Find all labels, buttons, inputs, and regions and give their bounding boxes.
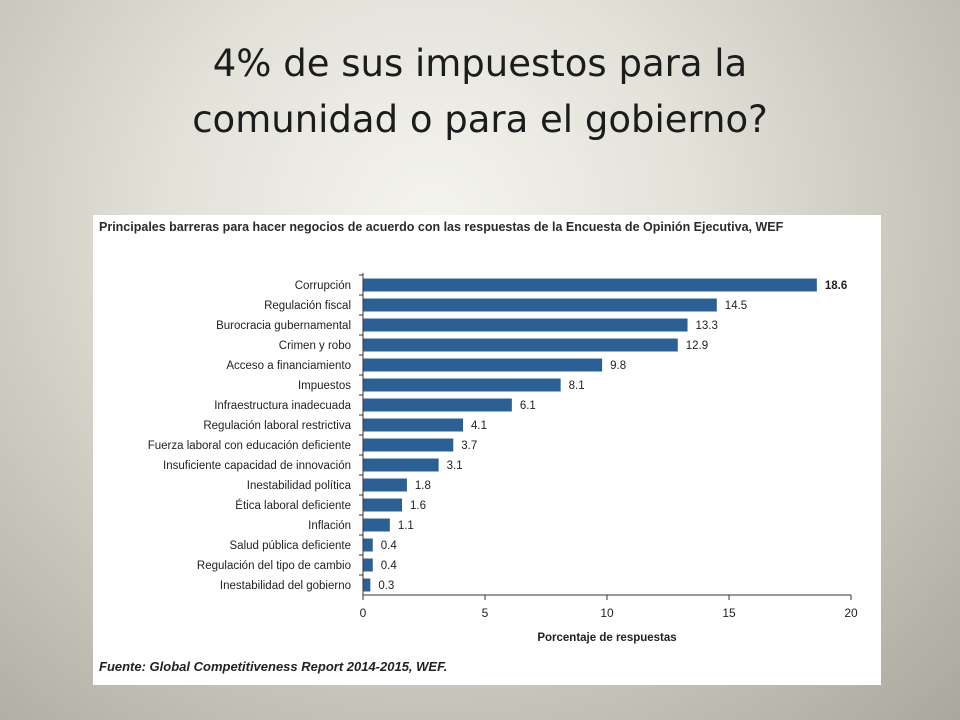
x-tick-label: 5 <box>482 606 489 620</box>
bar <box>363 478 407 492</box>
category-label: Impuestos <box>298 380 351 392</box>
category-label: Crimen y robo <box>279 340 351 352</box>
bar-value-label: 9.8 <box>610 360 626 372</box>
chart-panel: Principales barreras para hacer negocios… <box>93 215 881 685</box>
bar <box>363 458 439 472</box>
bar <box>363 498 403 512</box>
category-label: Regulación laboral restrictiva <box>203 420 351 432</box>
bar-value-label: 13.3 <box>696 320 718 332</box>
bar <box>363 518 390 532</box>
category-label: Inflación <box>308 520 351 532</box>
category-label: Ética laboral deficiente <box>235 499 351 512</box>
bar <box>363 398 512 412</box>
bar-value-label: 1.8 <box>415 480 431 492</box>
bar <box>363 558 373 572</box>
chart-title: Principales barreras para hacer negocios… <box>99 220 784 234</box>
bar <box>363 318 688 332</box>
bar-value-label: 3.1 <box>447 460 463 472</box>
x-tick-label: 0 <box>360 606 367 620</box>
bar <box>363 578 371 592</box>
bar-chart: Principales barreras para hacer negocios… <box>99 220 858 674</box>
bar <box>363 438 454 452</box>
bar-value-label: 14.5 <box>725 300 747 312</box>
bar-value-label: 8.1 <box>569 380 585 392</box>
category-label: Inestabilidad del gobierno <box>220 580 351 592</box>
bar-value-label: 4.1 <box>471 420 487 432</box>
bar <box>363 278 817 292</box>
bar-value-label: 0.3 <box>378 580 394 592</box>
category-label: Corrupción <box>295 280 351 292</box>
bar-value-label: 18.6 <box>825 280 847 292</box>
bar-value-label: 6.1 <box>520 400 536 412</box>
category-label: Acceso a financiamiento <box>226 360 351 372</box>
chart-source: Fuente: Global Competitiveness Report 20… <box>99 659 447 674</box>
bar <box>363 338 678 352</box>
category-label: Regulación fiscal <box>264 300 351 312</box>
x-axis-label: Porcentaje de respuestas <box>537 632 676 644</box>
category-label: Regulación del tipo de cambio <box>197 560 351 572</box>
bar-value-label: 1.6 <box>410 500 426 512</box>
bar-value-label: 0.4 <box>381 540 398 552</box>
category-label: Burocracia gubernamental <box>216 320 351 332</box>
bar-value-label: 3.7 <box>461 440 477 452</box>
slide-title-line-1: 4% de sus impuestos para la <box>212 42 748 85</box>
bar <box>363 378 561 392</box>
bar <box>363 298 717 312</box>
category-label: Insuficiente capacidad de innovación <box>163 460 351 472</box>
category-label: Fuerza laboral con educación deficiente <box>148 440 351 452</box>
bar <box>363 358 603 372</box>
bars-layer: Corrupción 18.6 Regulación fiscal 14.5 Buroc… <box>148 278 847 592</box>
bar-value-label: 0.4 <box>381 560 398 572</box>
bar <box>363 418 464 432</box>
category-label: Inestabilidad política <box>247 480 352 492</box>
x-tick-label: 15 <box>722 606 736 620</box>
bar <box>363 538 373 552</box>
ticks-layer: 0 5 10 15 20 <box>359 274 858 620</box>
x-tick-label: 20 <box>844 606 858 620</box>
bar-value-label: 1.1 <box>398 520 414 532</box>
slide-title: 4% de sus impuestos para la comunidad o … <box>60 36 900 148</box>
category-label: Infraestructura inadecuada <box>214 400 351 412</box>
category-label: Salud pública deficiente <box>230 540 351 552</box>
x-tick-label: 10 <box>600 606 614 620</box>
slide-title-line-2: comunidad o para el gobierno? <box>192 98 768 141</box>
bar-value-label: 12.9 <box>686 340 708 352</box>
